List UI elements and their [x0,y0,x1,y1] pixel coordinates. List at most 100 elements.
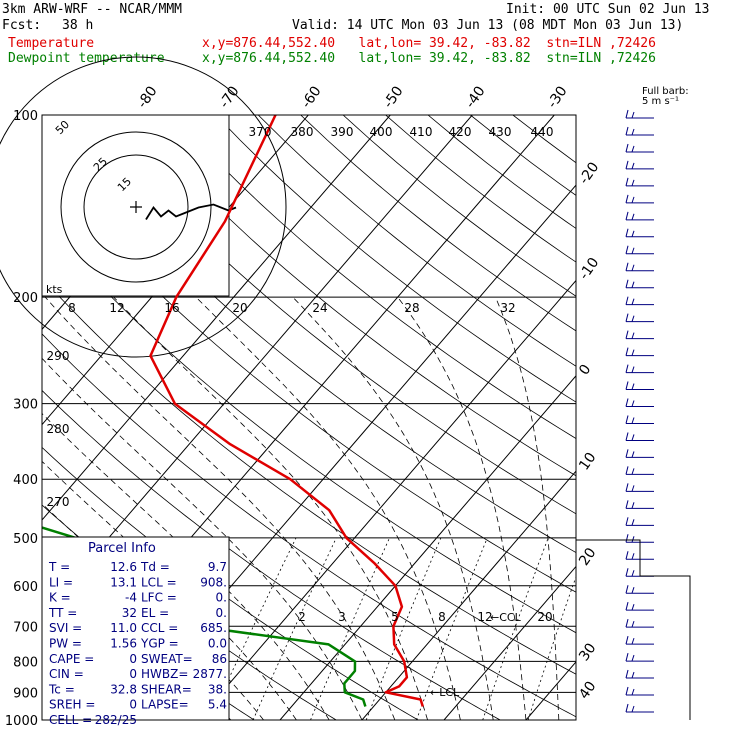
wind-barb [625,619,654,628]
isotherm-label: -40 [462,83,488,111]
pressure-tick-label: 600 [13,580,38,595]
parcel-value: 0 [129,652,137,666]
sounding-traces [42,115,424,707]
wind-barb [625,262,654,272]
moist-adiabat-line [195,296,461,720]
theta-label: 290 [47,349,70,363]
wind-barb-feather [625,245,629,254]
barb-legend-label: Full barb: [642,86,689,97]
wind-barb-feather [625,211,629,220]
parcel-value: 282/25 [95,713,137,727]
mixing-ratio-line [252,537,337,720]
wind-barb-feather [625,296,629,305]
theta-label: 270 [47,495,70,509]
pressure-tick-label: 400 [13,473,38,488]
wind-barb-feather [625,619,629,628]
theta-label: 410 [410,125,433,139]
wind-barb-feather [625,279,629,288]
isotherm-label: -50 [380,83,406,111]
wind-barb [625,245,654,255]
isotherm-line [42,115,473,617]
dry-adiabat-line [88,115,576,515]
moist-adiabat-line [113,296,428,720]
isotherm-label: -20 [576,159,602,187]
wind-barb-feather [631,281,635,288]
parcel-label: T = [48,560,70,574]
wind-barb-feather [631,315,635,322]
theta-label: 430 [489,125,512,139]
parcel-value: 32.8 [110,682,137,696]
wind-barb-feather [631,366,635,373]
isotherm-label: -30 [544,83,570,111]
wind-barb [625,126,654,136]
theta-label: 280 [47,422,70,436]
wind-barb-feather [625,262,629,271]
parcel-value: 13.1 [110,575,137,589]
parcel-value: 12.6 [110,560,137,574]
theta-label: 440 [531,125,554,139]
wind-barb-feather [625,585,629,594]
isotherm-label: 20 [576,545,599,569]
wind-barb-feather [631,417,635,424]
parcel-value: 1.56 [110,637,137,651]
wind-barb [625,347,654,357]
wind-barb [625,635,654,645]
wind-barb-feather [625,194,629,203]
wind-barb-feather [625,432,629,441]
wind-barb-feather [625,669,629,679]
wind-barb-feather [625,228,629,237]
wind-barb [625,652,654,662]
dry-adiabat-line [173,115,576,440]
parcel-value: 0. [216,591,227,605]
mixing-ratio-label: 32 [500,301,515,315]
dry-adiabat-line [300,115,576,332]
wind-barb [625,160,654,170]
parcel-label: TT = [48,606,77,620]
wind-barb-feather [625,500,629,509]
isotherm-label: 0 [576,362,594,378]
temperature-location: x,y=876.44,552.40 lat,lon= 39.42, -83.82… [202,36,656,51]
hodograph-trace [145,203,237,220]
hodograph-ring [0,56,287,358]
parcel-label: CAPE = [49,652,94,666]
mixing-ratio-label: 16 [164,301,179,315]
dry-adiabat-line [130,115,576,477]
parcel-value: 0.0 [208,637,227,651]
wind-barb [625,686,654,696]
dewpoint-location: x,y=876.44,552.40 lat,lon= 39.42, -83.82… [202,51,656,66]
isotherm-line [690,115,740,720]
wind-barb-feather [631,587,635,594]
wind-barb-feather [631,111,635,119]
wind-barb-feather [625,449,629,458]
isotherm-line [361,470,576,720]
wind-barb [625,177,654,187]
model-title: 3km ARW-WRF -- NCAR/MMM [2,2,183,17]
theta-label: 420 [449,125,472,139]
wind-barb-feather [625,160,629,170]
valid-time: Valid: 14 UTC Mon 03 Jun 13 (08 MDT Mon … [292,18,684,33]
dry-adiabat-line [257,115,576,367]
wind-barb-feather [631,179,635,187]
wind-barb-feather [625,466,629,475]
wind-barb-feather [625,568,629,577]
parcel-value: 32 [122,606,137,620]
wind-barb [625,364,654,374]
wind-barb [625,500,654,509]
dry-adiabat-line [42,333,576,718]
parcel-value: 908. [200,575,227,589]
hodograph-unit-label: kts [46,283,63,296]
wind-barb-feather [631,536,635,543]
wind-barb-feather [625,109,629,119]
wind-barb [625,415,654,424]
wind-barb [625,449,654,458]
moist-adiabat-line [42,357,363,720]
wind-barb-feather [631,162,635,170]
parcel-label: SREH = [49,698,95,712]
dry-adiabat-line [42,389,501,720]
wind-barb-feather [625,177,629,187]
lcl-annotation: ←LCL [430,686,460,699]
parcel-label: PW = [49,637,82,651]
wind-barb-feather [625,126,629,136]
pressure-tick-label: 500 [13,532,38,547]
